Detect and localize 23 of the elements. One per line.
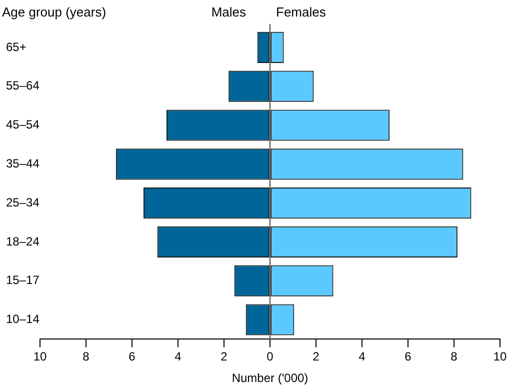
- y-tick-label: 55–64: [6, 78, 40, 93]
- x-tick-label: 2: [220, 350, 228, 364]
- y-tick-label: 10–14: [6, 312, 40, 326]
- y-tick-label: 15–17: [6, 273, 40, 288]
- x-tick-label: 8: [82, 350, 90, 364]
- y-tick-label: 65+: [6, 40, 26, 54]
- x-tick-label: 6: [404, 350, 412, 364]
- x-tick-label: 4: [174, 350, 182, 364]
- x-tick-label: 10: [33, 350, 47, 364]
- x-tick-label: 2: [312, 350, 320, 364]
- y-tick-label: 25–34: [6, 195, 40, 210]
- y-tick-label: 45–54: [6, 118, 40, 132]
- x-tick-label: 4: [358, 350, 366, 364]
- series-label: Males: [211, 4, 246, 20]
- x-tick-label: 10: [493, 350, 507, 364]
- x-tick-label: 0: [266, 350, 274, 364]
- y-axis-title: Age group (years): [2, 4, 106, 20]
- x-tick-label: 6: [128, 350, 136, 364]
- x-axis-title: Number ('000): [232, 371, 308, 386]
- y-tick-label: 35–44: [6, 156, 40, 170]
- x-tick-label: 8: [450, 350, 458, 364]
- series-label: Females: [276, 4, 326, 20]
- y-tick-label: 18–24: [6, 234, 40, 248]
